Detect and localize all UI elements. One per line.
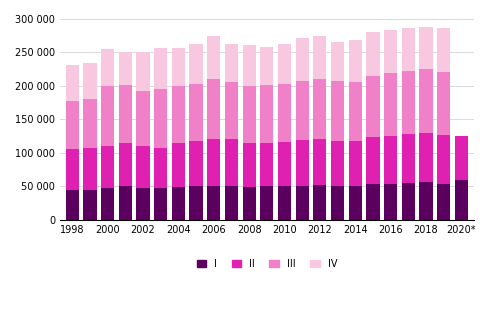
Bar	[84, 190, 96, 220]
Bar	[401, 134, 415, 183]
Bar	[278, 186, 291, 220]
Bar	[225, 82, 238, 139]
Bar	[366, 32, 379, 76]
Bar	[172, 187, 185, 220]
Bar	[84, 63, 96, 99]
Bar	[101, 86, 114, 146]
Bar	[243, 86, 256, 143]
Bar	[136, 146, 150, 188]
Bar	[172, 86, 185, 143]
Bar	[136, 188, 150, 220]
Bar	[313, 79, 327, 140]
Bar	[119, 143, 132, 186]
Bar	[278, 84, 291, 142]
Bar	[101, 188, 114, 220]
Bar	[349, 186, 362, 220]
Bar	[401, 183, 415, 220]
Bar	[296, 186, 309, 220]
Bar	[384, 136, 397, 184]
Bar	[189, 44, 203, 84]
Bar	[296, 38, 309, 81]
Bar	[225, 186, 238, 220]
Bar	[437, 135, 450, 184]
Bar	[66, 101, 79, 149]
Bar	[243, 143, 256, 187]
Bar	[84, 99, 96, 148]
Bar	[349, 40, 362, 82]
Bar	[419, 27, 432, 68]
Bar	[401, 70, 415, 134]
Bar	[189, 84, 203, 141]
Bar	[331, 141, 344, 186]
Bar	[84, 148, 96, 190]
Bar	[455, 136, 468, 180]
Bar	[313, 185, 327, 220]
Bar	[331, 186, 344, 220]
Bar	[296, 140, 309, 186]
Bar	[296, 81, 309, 140]
Bar	[225, 44, 238, 82]
Bar	[437, 184, 450, 220]
Bar	[207, 36, 220, 79]
Bar	[207, 79, 220, 139]
Bar	[207, 186, 220, 220]
Legend: I, II, III, IV: I, II, III, IV	[193, 255, 341, 273]
Bar	[189, 141, 203, 186]
Bar	[349, 141, 362, 186]
Bar	[260, 47, 274, 84]
Bar	[455, 180, 468, 220]
Bar	[207, 139, 220, 186]
Bar	[331, 43, 344, 81]
Bar	[313, 36, 327, 79]
Bar	[366, 76, 379, 137]
Bar	[243, 187, 256, 220]
Bar	[331, 81, 344, 141]
Bar	[260, 143, 274, 186]
Bar	[419, 182, 432, 220]
Bar	[401, 28, 415, 70]
Bar	[313, 140, 327, 185]
Bar	[384, 73, 397, 136]
Bar	[119, 84, 132, 143]
Bar	[101, 146, 114, 188]
Bar	[384, 184, 397, 220]
Bar	[349, 82, 362, 141]
Bar	[419, 133, 432, 182]
Bar	[366, 184, 379, 220]
Bar	[172, 143, 185, 187]
Bar	[154, 148, 167, 188]
Bar	[154, 48, 167, 89]
Bar	[437, 72, 450, 135]
Bar	[225, 139, 238, 186]
Bar	[260, 84, 274, 143]
Bar	[154, 89, 167, 148]
Bar	[101, 49, 114, 86]
Bar	[419, 68, 432, 133]
Bar	[278, 142, 291, 186]
Bar	[189, 186, 203, 220]
Bar	[66, 190, 79, 220]
Bar	[243, 45, 256, 86]
Bar	[384, 30, 397, 73]
Bar	[172, 48, 185, 86]
Bar	[66, 149, 79, 190]
Bar	[154, 188, 167, 220]
Bar	[366, 137, 379, 184]
Bar	[119, 186, 132, 220]
Bar	[119, 52, 132, 84]
Bar	[260, 186, 274, 220]
Bar	[437, 28, 450, 72]
Bar	[136, 52, 150, 91]
Bar	[136, 91, 150, 146]
Bar	[278, 44, 291, 84]
Bar	[66, 65, 79, 101]
